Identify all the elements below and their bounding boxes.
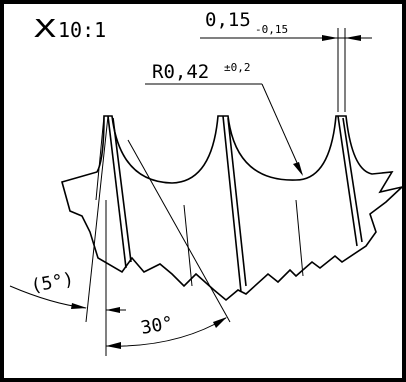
radius-dimension (145, 83, 303, 176)
tooth-edge-mid-b (227, 117, 247, 287)
radius-dimension-tolerance: ±0,2 (224, 61, 251, 74)
angle-30-arrow-left (106, 342, 121, 349)
angle-5-ref-line (85, 115, 109, 323)
radius-arrow (293, 162, 303, 176)
angle-30-arrow-right (213, 317, 227, 328)
width-dimension-value: 0,15 (205, 9, 251, 31)
tooth-center-right (295, 199, 304, 277)
width-arrow-right (345, 35, 361, 41)
tooth-center-lines (183, 199, 304, 287)
radius-dimension-value: R0,42 (152, 61, 209, 83)
serrated-profile-outline (61, 115, 405, 302)
angle-5-dimension (9, 285, 126, 313)
angle-construction-lines (85, 115, 231, 356)
tooth-center-left (183, 204, 193, 287)
scale-value: 10:1 (58, 18, 106, 42)
angle-5-arrow-right (106, 307, 120, 313)
angle-5-arrow-left (71, 303, 87, 309)
width-arrow-left (322, 35, 338, 41)
width-dimension (200, 28, 372, 112)
radius-leader-line (261, 83, 303, 175)
scale-marker: X (34, 14, 56, 43)
tooth-edge-mid-a (222, 115, 242, 293)
angle-30-dimension (105, 317, 227, 349)
tooth-edge-left-a (107, 115, 127, 269)
drawing-sheet (4, 4, 402, 378)
tooth-edge-right-a (337, 115, 358, 247)
tooth-edge-lines (107, 115, 363, 293)
tooth-edge-right-b (342, 117, 363, 243)
angle-30-ref-line (127, 139, 231, 323)
tooth-edge-left-b (112, 117, 132, 263)
tooth-flank-extension (95, 115, 105, 201)
width-dimension-tolerance: -0,15 (255, 23, 288, 36)
